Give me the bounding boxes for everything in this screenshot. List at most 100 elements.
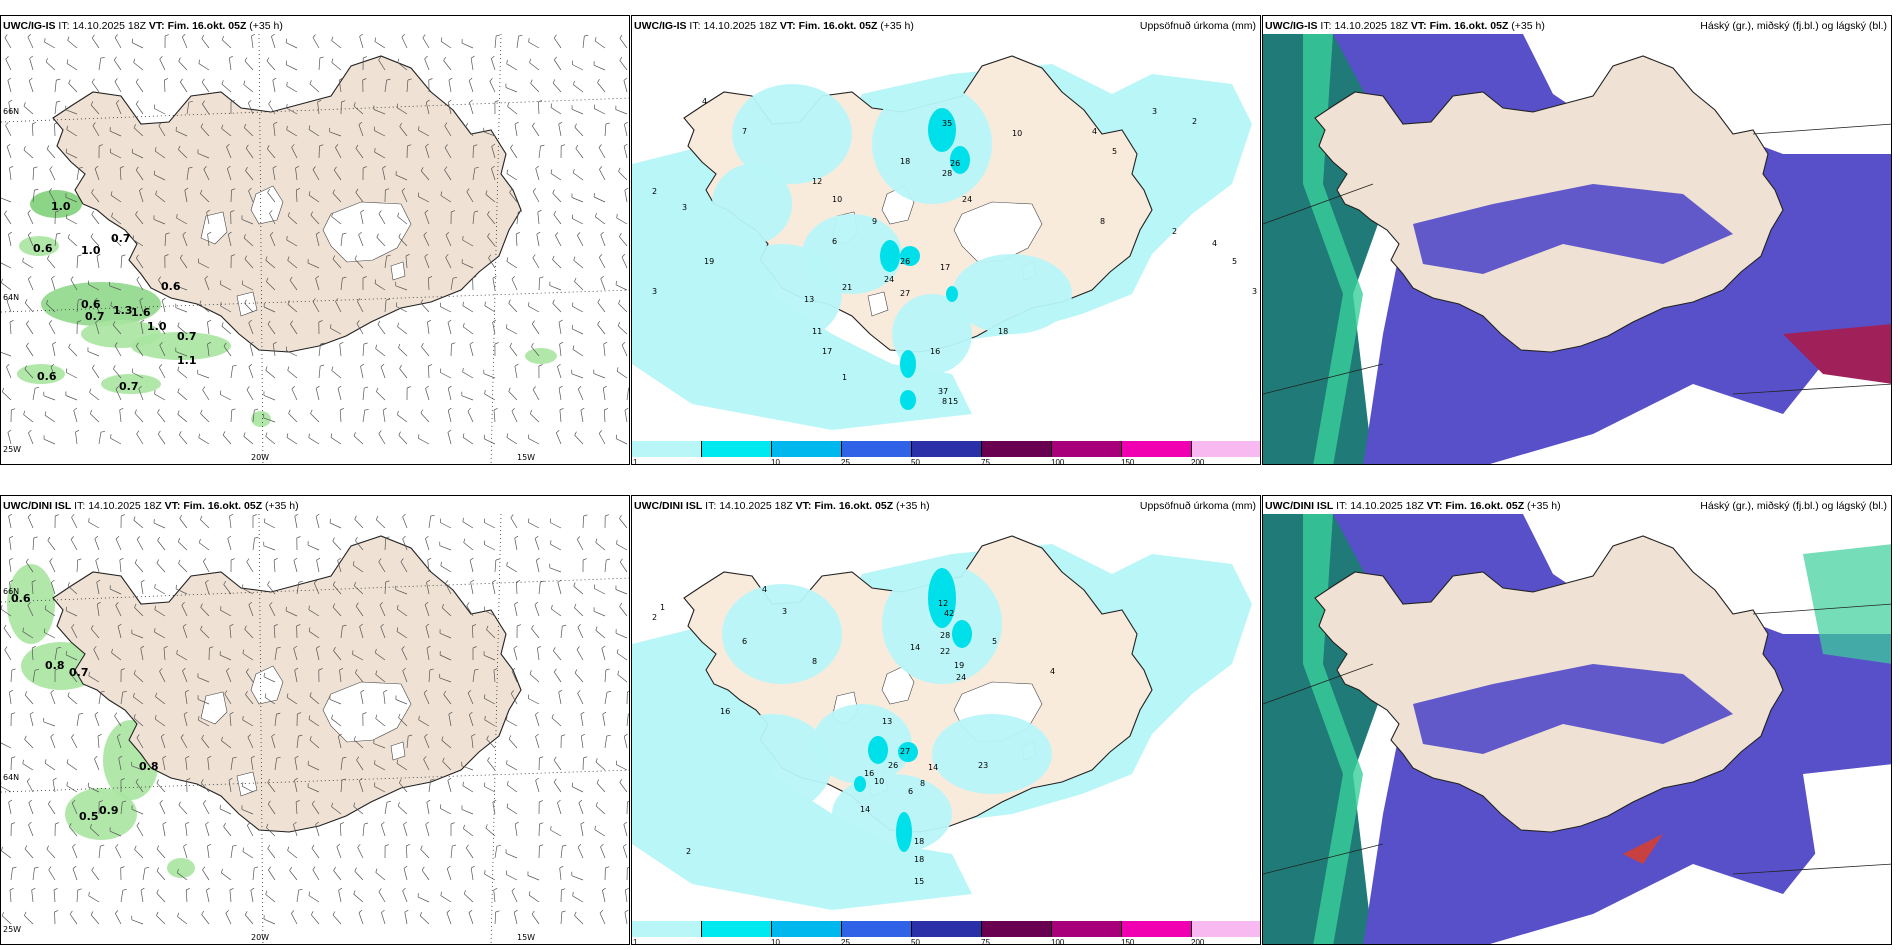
gust-shading xyxy=(7,564,195,878)
wind-barb xyxy=(513,648,518,661)
wind-barb xyxy=(571,197,584,203)
wind-barb xyxy=(163,647,166,661)
wind-barb xyxy=(397,62,408,71)
wind-barb xyxy=(244,60,254,71)
value-label: 17 xyxy=(940,263,950,272)
value-label: 2 xyxy=(1172,227,1177,236)
wind-barb-flag xyxy=(110,301,112,306)
wind-barb xyxy=(623,146,628,159)
wind-barb xyxy=(201,38,210,49)
wind-barb-flag xyxy=(115,535,120,540)
wind-barb-flag xyxy=(202,386,206,391)
wind-barb xyxy=(287,370,298,379)
wind-barb xyxy=(599,169,606,181)
wind-barb-flag xyxy=(272,77,277,81)
wind-barb-flag xyxy=(467,407,471,412)
wind-barb xyxy=(243,436,254,445)
wind-barb-flag xyxy=(182,667,186,672)
wind-barbs xyxy=(1,514,629,925)
wind-barb xyxy=(428,780,431,793)
wind-barb-flag xyxy=(286,433,289,438)
wind-barb xyxy=(227,234,232,247)
wind-barb xyxy=(554,59,562,71)
precip-heavy xyxy=(950,146,970,174)
wind-barb xyxy=(571,108,584,115)
wind-barb-flag xyxy=(550,169,553,174)
wind-barb xyxy=(66,152,78,159)
wind-barb xyxy=(604,736,608,749)
wind-barb xyxy=(221,39,232,49)
wind-barb xyxy=(506,261,518,269)
wind-barb-flag xyxy=(72,843,76,848)
wind-barb-flag xyxy=(90,233,94,238)
axis-label: 25W xyxy=(3,925,21,934)
wind-barb-flag xyxy=(552,647,556,651)
wind-barb-flag xyxy=(532,254,536,259)
wind-barb xyxy=(395,589,408,595)
wind-barb-flag xyxy=(67,692,70,697)
wind-barb-flag xyxy=(228,231,232,235)
wind-barb xyxy=(507,106,518,115)
colorbar-label: 150 xyxy=(1121,938,1135,945)
colorbar-label: 100 xyxy=(1051,458,1065,465)
wind-barb xyxy=(308,895,320,903)
wind-barb-flag xyxy=(200,409,203,414)
wind-barb xyxy=(488,257,496,269)
wind-barb xyxy=(353,739,364,749)
wind-barb xyxy=(560,911,563,925)
wind-barb-flag xyxy=(221,80,224,85)
wind-barb-flag xyxy=(382,407,387,411)
wind-barb-flag xyxy=(51,275,55,279)
wind-barb-flag xyxy=(308,715,311,720)
wind-barb xyxy=(7,432,12,445)
wind-barb-flag xyxy=(483,540,486,545)
wind-barb-flag xyxy=(339,667,344,671)
wind-barb-flag xyxy=(531,910,535,915)
value-label: 12 xyxy=(812,177,822,186)
wind-barb xyxy=(511,410,518,423)
wind-barb-flag xyxy=(440,191,443,196)
wind-barb-flag xyxy=(577,843,582,848)
wind-barb xyxy=(448,80,452,93)
wind-barb-flag xyxy=(516,624,522,627)
wind-barb xyxy=(354,870,364,881)
wind-barb-flag xyxy=(534,601,539,605)
wind-barb xyxy=(177,391,188,401)
wind-barb xyxy=(200,629,210,639)
wind-barb-flag xyxy=(114,342,118,346)
wind-barb xyxy=(88,895,100,903)
cloud-map xyxy=(1263,514,1891,944)
wind-barb-flag xyxy=(139,297,144,301)
wind-barb xyxy=(376,391,386,401)
wind-barb xyxy=(529,673,540,683)
wind-barb-flag xyxy=(8,514,13,517)
wind-barb-flag xyxy=(134,559,138,564)
precip-heavy xyxy=(900,390,916,410)
wind-barb xyxy=(76,889,79,903)
wind-barb-flag xyxy=(90,911,94,916)
wind-barb-flag xyxy=(157,430,161,435)
wind-barb-flag xyxy=(287,846,290,851)
wind-barb-flag xyxy=(118,755,123,759)
wind-barb-flag xyxy=(207,231,212,235)
wind-barb-flag xyxy=(11,822,16,825)
wind-barb-flag xyxy=(269,210,273,214)
wind-barb-flag xyxy=(29,55,34,59)
wind-barb xyxy=(250,890,254,903)
wind-barb xyxy=(265,436,276,445)
wind-barb xyxy=(572,305,584,313)
wind-barb xyxy=(183,714,188,727)
wind-barb xyxy=(362,343,365,357)
wind-barb xyxy=(598,433,606,445)
wind-barb xyxy=(27,234,34,247)
value-label: 4 xyxy=(702,97,707,106)
graticule-line xyxy=(1263,663,1374,705)
wind-barb-flag xyxy=(312,866,316,870)
wind-barb xyxy=(307,786,320,793)
gust-area xyxy=(41,282,161,326)
wind-barb-flag xyxy=(54,668,60,671)
wind-barb-flag xyxy=(93,646,97,650)
wind-barb xyxy=(69,672,78,683)
wind-barb-flag xyxy=(430,514,435,517)
wind-barb-flag xyxy=(27,210,31,214)
